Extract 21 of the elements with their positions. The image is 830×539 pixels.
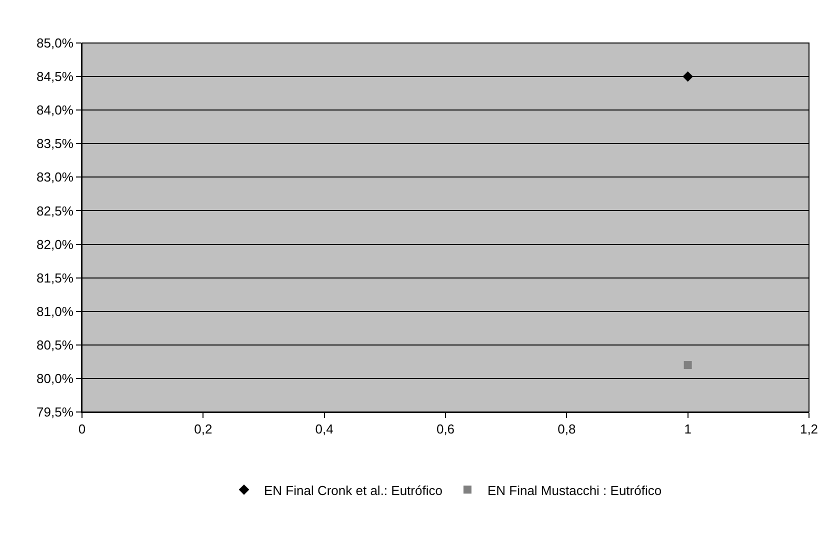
y-tick-label: 85,0%	[36, 36, 74, 51]
y-tick-label: 84,0%	[36, 102, 74, 118]
legend-label: EN Final Mustacchi : Eutrófico	[487, 482, 662, 498]
x-tick-label: 0,4	[315, 422, 334, 437]
x-tick-label: 1,2	[800, 422, 818, 437]
y-tick-label: 79,5%	[36, 404, 74, 420]
x-tick-label: 0,8	[558, 422, 576, 437]
y-tick-label: 83,5%	[36, 136, 74, 152]
y-tick-label: 80,0%	[36, 371, 74, 386]
y-tick-label: 84,5%	[36, 69, 74, 84]
x-tick-label: 0,6	[436, 422, 455, 437]
x-tick-label: 0,2	[194, 422, 212, 437]
legend-label: EN Final Cronk et al.: Eutrófico	[264, 482, 442, 498]
x-tick-label: 1	[684, 422, 692, 437]
x-tick-label: 0	[78, 422, 86, 437]
y-tick-label: 80,5%	[36, 337, 74, 352]
y-tick-label: 81,5%	[36, 270, 74, 286]
y-tick-label: 83,0%	[36, 170, 74, 185]
y-tick-label: 82,5%	[36, 203, 74, 218]
y-tick-label: 81,0%	[36, 304, 74, 319]
y-tick-label: 82,0%	[36, 236, 74, 252]
